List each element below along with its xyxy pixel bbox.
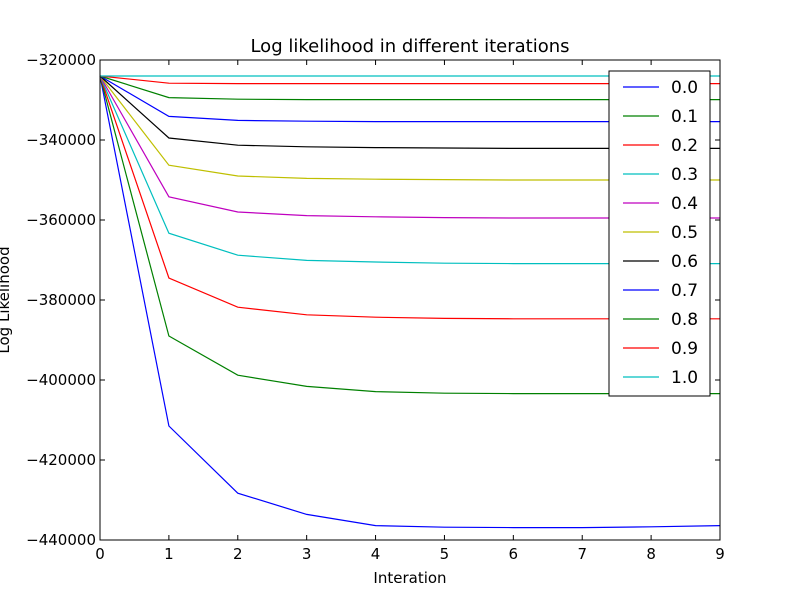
legend-label: 0.8 xyxy=(671,310,698,330)
legend-label: 0.6 xyxy=(671,252,698,272)
legend-label: 0.3 xyxy=(671,165,698,185)
legend-label: 0.9 xyxy=(671,339,698,359)
y-tick-label: −320000 xyxy=(26,51,96,69)
y-tick-label: −360000 xyxy=(26,211,96,229)
x-tick-label: 1 xyxy=(164,545,174,563)
x-axis-label: Interation xyxy=(373,569,446,587)
y-tick-label: −420000 xyxy=(26,451,96,469)
legend-label: 1.0 xyxy=(671,368,698,388)
legend-label: 0.1 xyxy=(671,107,698,127)
y-tick-label: −380000 xyxy=(26,291,96,309)
x-tick-label: 7 xyxy=(577,545,587,563)
x-tick-label: 6 xyxy=(509,545,519,563)
x-tick-label: 0 xyxy=(95,545,105,563)
legend: 0.0 0.1 0.2 0.3 0.4 0.5 0.6 0.7 0.8 0.9 1.0 xyxy=(608,70,711,397)
x-tick-label: 4 xyxy=(371,545,381,563)
legend-label: 0.4 xyxy=(671,194,698,214)
legend-label: 0.7 xyxy=(671,281,698,301)
y-tick-label: −400000 xyxy=(26,371,96,389)
axis-ticks: 0 1 2 3 4 5 6 7 8 9 −440000 −420000 −400000 −380000 −3… xyxy=(26,51,725,563)
x-tick-label: 3 xyxy=(302,545,312,563)
x-tick-label: 8 xyxy=(646,545,656,563)
chart-title: Log likelihood in different iterations xyxy=(250,36,569,57)
x-tick-label: 2 xyxy=(233,545,243,563)
y-tick-label: −440000 xyxy=(26,531,96,549)
legend-box xyxy=(608,70,711,397)
y-tick-label: −340000 xyxy=(26,131,96,149)
series-line-0.0 xyxy=(99,75,721,529)
y-axis-label: Log Likelihood xyxy=(0,246,13,353)
legend-label: 0.0 xyxy=(671,78,698,98)
legend-label: 0.2 xyxy=(671,136,698,156)
x-tick-label: 5 xyxy=(440,545,450,563)
x-tick-label: 9 xyxy=(715,545,725,563)
legend-label: 0.5 xyxy=(671,223,698,243)
